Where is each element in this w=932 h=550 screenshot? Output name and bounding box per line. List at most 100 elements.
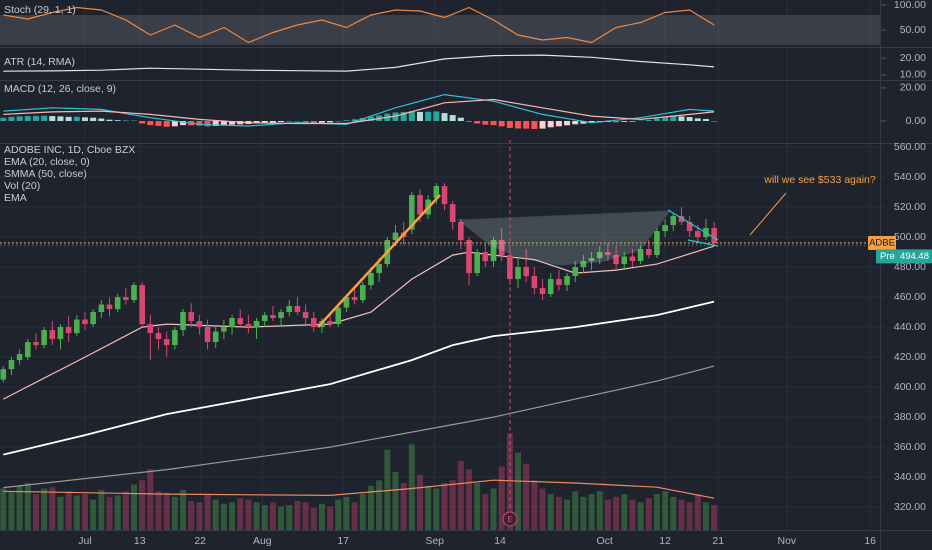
volume-bar (441, 483, 448, 530)
volume-bar (155, 491, 162, 530)
y-tick-label: 10.00 (900, 69, 926, 81)
pre-label-box (876, 249, 932, 264)
volume-bar (359, 494, 366, 530)
volume-bar (555, 496, 562, 530)
volume-bar (98, 489, 105, 530)
histogram-bar (482, 121, 489, 125)
x-tick-label: 17 (337, 535, 349, 547)
histogram-bar (16, 116, 23, 122)
candle-body (188, 312, 194, 322)
last-label-box (868, 236, 896, 251)
candle-body (637, 249, 644, 262)
y-tick-label: 100.00 (894, 0, 926, 11)
candle-body (245, 324, 252, 328)
candle-body (694, 231, 701, 238)
histogram-bar (81, 117, 88, 122)
candle-body (343, 297, 350, 308)
volume-bar (269, 502, 276, 530)
histogram-bar (555, 121, 562, 127)
histogram-bar (114, 120, 121, 122)
histogram-bar (515, 121, 522, 129)
candle-body (670, 216, 677, 226)
candle-body (98, 304, 105, 313)
volume-bar (547, 494, 554, 530)
histogram-bar (147, 121, 154, 126)
ema-line (3, 245, 715, 400)
histogram-bar (204, 121, 211, 127)
histogram-bar (139, 121, 146, 124)
volume-bar (416, 474, 423, 530)
stoch-band (0, 15, 880, 45)
candle-body (229, 318, 235, 328)
histogram-bar (425, 111, 432, 122)
pre-price: 494.48 (900, 251, 929, 262)
trend-line (687, 239, 719, 247)
histogram-bar (498, 121, 505, 127)
volume-bar (408, 444, 415, 530)
volume-bar (564, 499, 571, 530)
volume-bar (294, 500, 301, 530)
candle-body (41, 330, 47, 346)
histogram-bar (392, 112, 399, 122)
candle-body (310, 318, 317, 328)
volume-bar (16, 485, 23, 530)
candle-body (123, 297, 129, 301)
volume-bar (171, 496, 178, 530)
histogram-bar (318, 121, 325, 123)
y-tick-label: 400.00 (894, 381, 926, 393)
histogram-bar (106, 119, 113, 122)
candle-body (580, 261, 587, 268)
indicator-line (3, 98, 715, 125)
volume-bar (65, 491, 72, 530)
candle-body (531, 276, 538, 289)
volume-bar (474, 483, 481, 530)
histogram-bar (163, 121, 170, 127)
volume-bar (318, 503, 325, 530)
histogram-bar (261, 121, 268, 123)
x-tick-label: Nov (778, 535, 797, 547)
histogram-bar (711, 121, 718, 122)
cup-drawing (456, 210, 672, 266)
volume-bar (180, 489, 187, 530)
volume-bar (653, 494, 660, 530)
volume-bar (702, 502, 709, 530)
volume-bar (8, 491, 15, 530)
volume-bar (147, 469, 154, 530)
volume-bar (188, 500, 195, 530)
volume-bar (482, 494, 489, 530)
y-tick-label: 360.00 (894, 441, 926, 453)
candle-body (49, 330, 56, 340)
candle-body (294, 306, 301, 313)
candle-body (278, 312, 284, 319)
earnings-icon[interactable] (502, 511, 518, 527)
histogram-bar (155, 121, 162, 126)
histogram-bar (531, 121, 538, 129)
volume-bar (523, 463, 530, 530)
candle-body (253, 321, 260, 328)
volume-bar (531, 480, 538, 530)
labels: Jul 13 22 Aug 17 Sep 14 Oct 12 21 Nov 16 100.00 50.00… (78, 0, 932, 547)
volume-bar (245, 499, 252, 530)
candle-body (163, 339, 170, 346)
candle-body (74, 319, 80, 334)
volume-bar (24, 483, 31, 530)
volume-bar (49, 487, 56, 530)
earnings-icon-text: E (507, 515, 512, 524)
volume-bar (449, 480, 456, 530)
volume-bar (41, 488, 48, 530)
histogram-bar (351, 119, 358, 122)
volume-bar (163, 492, 170, 530)
histogram-bar (547, 121, 554, 128)
volume-bar (196, 502, 203, 530)
candle-body (409, 195, 415, 230)
x-tick-label: 13 (134, 535, 146, 547)
histogram-bar (564, 121, 571, 126)
histogram-bar (572, 121, 579, 125)
candle-body (131, 285, 137, 301)
histogram-bar (433, 111, 440, 122)
volume-bar (261, 505, 268, 530)
volume-bar (212, 499, 219, 530)
histogram-bar (212, 121, 219, 126)
